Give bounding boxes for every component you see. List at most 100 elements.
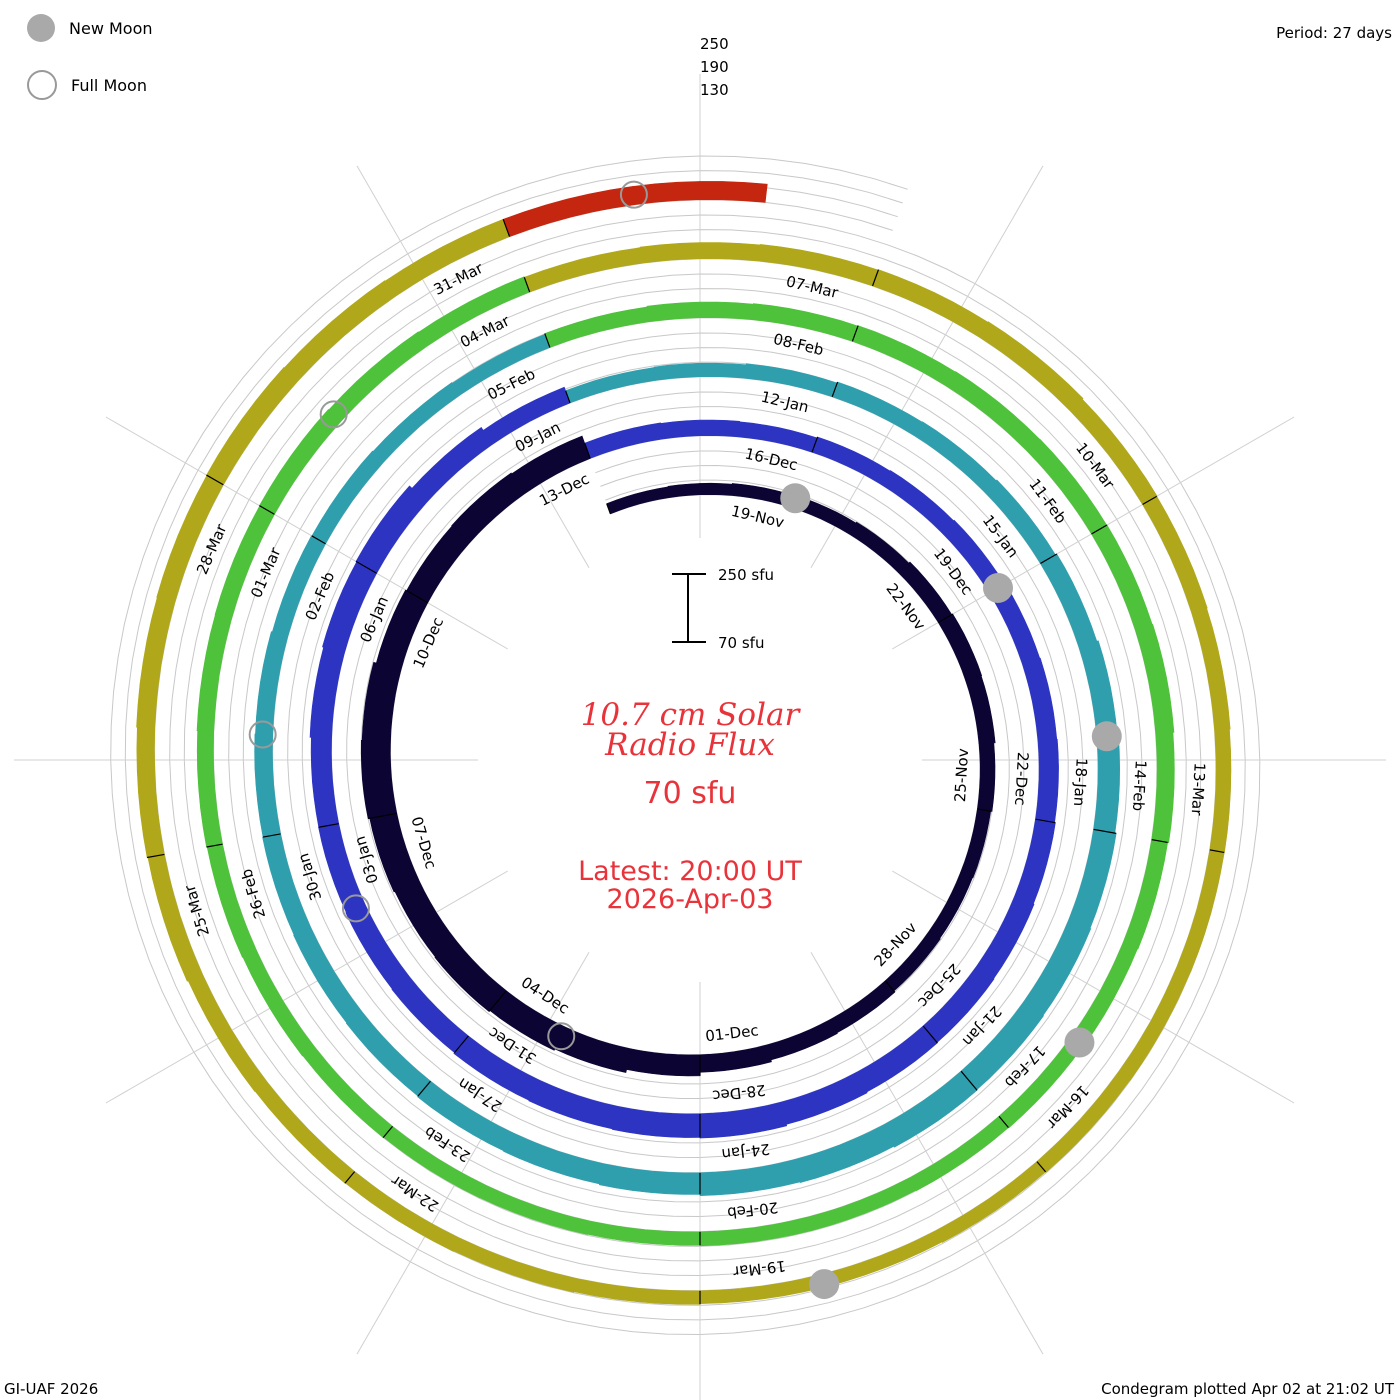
flux-bar: [1118, 965, 1191, 1081]
day-tick: [1040, 553, 1058, 564]
flux-bar: [977, 742, 996, 812]
flux-bar: [360, 739, 398, 819]
day-tick: [884, 980, 896, 993]
day-tick: [502, 219, 511, 237]
period-label: Period: 27 days: [1276, 24, 1392, 42]
flux-bar: [1209, 728, 1232, 853]
latest-time: Latest: 20:00 UT: [578, 856, 802, 887]
flux-bar: [612, 1106, 701, 1138]
date-label: 20-Feb: [726, 1198, 779, 1222]
sfu-scale-bar: 250 sfu 70 sfu: [672, 566, 774, 652]
flux-bar: [1039, 553, 1098, 647]
flux-bar: [254, 733, 281, 838]
flux-bar: [632, 181, 768, 205]
day-tick: [851, 325, 859, 342]
flux-bar: [935, 1161, 1047, 1243]
footer-credit: GI-UAF 2026: [4, 1380, 99, 1398]
flux-bar: [136, 726, 165, 858]
flux-bar: [699, 1159, 801, 1197]
ring-scale-label-130: 130: [700, 81, 729, 99]
date-label: 19-Mar: [731, 1257, 786, 1281]
day-tick: [872, 269, 880, 287]
flux-bar: [196, 614, 232, 733]
title-line-2: Radio Flux: [605, 727, 775, 763]
rotation-band-3: [254, 333, 1121, 1197]
flux-bar: [523, 247, 643, 293]
day-tick: [1151, 839, 1168, 844]
spoke-10: [105, 416, 508, 650]
current-flux-value: 70 sfu: [643, 776, 737, 811]
flux-bar: [554, 1026, 632, 1073]
title-line-1: 10.7 cm Solar: [580, 697, 800, 733]
rotation-band-6: [502, 181, 768, 237]
chart-title: 10.7 cm Solar Radio Flux: [480, 697, 900, 763]
flux-bar: [258, 408, 342, 515]
flux-bar: [976, 895, 1035, 980]
date-label: 13-Mar: [1188, 762, 1209, 817]
flux-bar: [626, 1048, 701, 1077]
day-tick: [960, 1070, 978, 1091]
day-tick: [922, 1025, 938, 1044]
day-tick: [1035, 818, 1056, 824]
flux-bar: [960, 808, 992, 879]
flux-bar: [882, 1070, 978, 1148]
flux-bar: [503, 1132, 605, 1185]
flux-bar: [699, 1101, 788, 1139]
date-label: 19-Nov: [729, 502, 786, 532]
full-moon-marker: [341, 894, 370, 923]
flux-bar: [965, 675, 996, 745]
day-tick: [417, 1080, 431, 1097]
flux-bands: [136, 181, 1232, 1305]
day-tick: [1093, 828, 1117, 834]
scale-bottom-label: 70 sfu: [718, 634, 764, 652]
day-tick: [355, 560, 377, 574]
flux-bar: [780, 1071, 868, 1125]
flux-bar: [310, 737, 340, 828]
new-moon-marker: [1064, 1027, 1095, 1058]
day-tick: [259, 505, 275, 515]
flux-bar: [831, 381, 923, 436]
date-label: 16-Dec: [743, 444, 799, 474]
legend-full-moon: Full Moon: [27, 70, 147, 100]
rotation-band-1: [360, 435, 996, 1077]
flux-bar: [811, 436, 891, 485]
flux-bar: [699, 1216, 812, 1247]
flux-bar: [1151, 732, 1175, 843]
latest-date: 2026-Apr-03: [606, 884, 774, 915]
flux-bar: [361, 661, 402, 743]
date-label: 14-Feb: [1129, 760, 1150, 812]
flux-bar: [1014, 818, 1056, 905]
spoke-11: [356, 165, 590, 568]
flux-bar: [311, 450, 385, 545]
day-tick: [523, 277, 531, 293]
ring-scale-label-190: 190: [700, 58, 729, 76]
flux-bar: [255, 631, 289, 736]
new-moon-marker: [809, 1269, 840, 1300]
full-moon-icon: [27, 70, 57, 100]
flux-bar: [852, 325, 956, 387]
flux-bar: [565, 367, 656, 404]
day-tick: [1209, 849, 1225, 854]
flux-bar: [573, 1278, 701, 1305]
flux-bar: [136, 597, 176, 729]
day-tick: [831, 381, 839, 397]
day-tick: [565, 390, 571, 404]
flux-bar: [309, 646, 345, 739]
legend-full-moon-label: Full Moon: [71, 75, 147, 95]
flux-bar: [453, 1237, 578, 1293]
flux-bar: [394, 880, 457, 958]
day-tick: [311, 535, 326, 545]
flux-bar: [829, 980, 896, 1034]
flux-bar: [479, 1185, 592, 1235]
flux-bar: [928, 872, 973, 939]
flux-bar: [587, 1220, 701, 1246]
day-tick: [544, 333, 551, 348]
date-label: 08-Feb: [772, 330, 826, 359]
date-label: 12-Jan: [759, 388, 810, 417]
flux-bar: [406, 525, 471, 604]
day-tick: [937, 613, 954, 623]
day-tick: [454, 1035, 469, 1053]
spoke-4: [892, 870, 1295, 1104]
flux-bar: [196, 730, 223, 848]
date-label: 07-Dec: [407, 814, 440, 870]
